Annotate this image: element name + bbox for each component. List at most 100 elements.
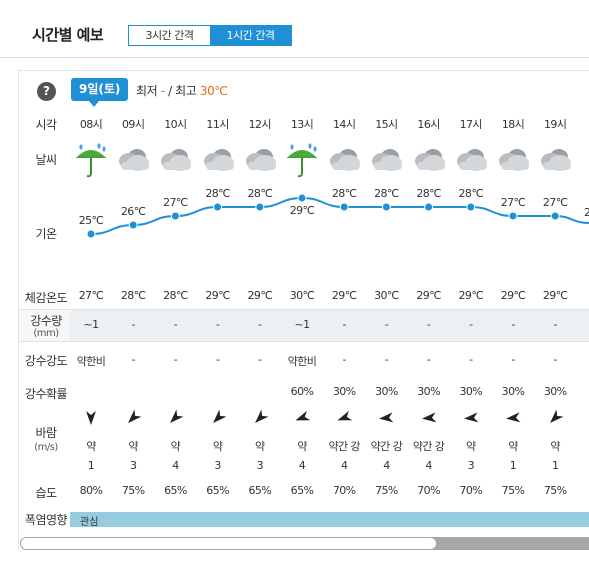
humidity-value: 80% xyxy=(79,484,103,497)
humidity-value: 75% xyxy=(501,484,525,497)
wind-direction-icon xyxy=(294,410,311,426)
precip-prob-value: 30% xyxy=(459,385,483,398)
hour-time: 12시 xyxy=(248,118,272,131)
precip-amount-value: - xyxy=(258,318,262,331)
hour-time: 2 xyxy=(576,116,589,129)
date-badge: 9일(토) xyxy=(71,78,129,107)
cloudy-icon xyxy=(366,140,406,180)
cloudy-icon xyxy=(113,140,153,180)
precip-intensity-value: - xyxy=(215,353,220,366)
row-label-temp: 기온 xyxy=(35,227,57,241)
interval-tab-group: 3시간 간격 1시간 간격 xyxy=(128,25,292,46)
row-label-precip-amount: 강수량 xyxy=(30,314,62,328)
feels-like-value: 29℃ xyxy=(458,289,484,302)
temperature-label: 27℃ xyxy=(542,196,568,209)
precip-prob-value: 60% xyxy=(290,385,314,398)
question-icon[interactable]: ? xyxy=(37,82,56,101)
tab-3-hour[interactable]: 3시간 간격 xyxy=(129,26,210,45)
wind-direction-icon xyxy=(167,409,184,426)
hour-time: 15시 xyxy=(375,118,398,131)
wind-strength-text: 약 xyxy=(255,440,265,453)
feels-like-value: 29℃ xyxy=(500,289,526,302)
hour-time: 14시 xyxy=(333,118,356,131)
temperature-label: 28℃ xyxy=(205,187,230,200)
humidity-value: 65% xyxy=(290,484,314,497)
row-label-heat: 폭염영향 xyxy=(24,513,68,527)
wind-direction-icon xyxy=(378,410,394,426)
cloudy-icon xyxy=(155,140,195,180)
forecast-grid xyxy=(18,70,589,550)
feels-like-value: 29℃ xyxy=(416,289,441,302)
precip-prob-value: 30% xyxy=(501,385,525,398)
precip-amount-value: - xyxy=(384,318,389,331)
precip-amount-value: - xyxy=(511,318,515,331)
temperature-label: 28℃ xyxy=(416,187,441,200)
row-label-precip-prob: 강수확률 xyxy=(24,387,68,401)
wind-strength-text: 약 xyxy=(212,440,223,453)
wind-direction-icon xyxy=(125,409,142,426)
precip-prob-value: 30% xyxy=(375,385,398,398)
wind-strength-text: 약 xyxy=(466,440,476,453)
wind-speed-value: 1 xyxy=(551,459,559,472)
wind-direction-icon xyxy=(210,409,227,426)
row-label-wind-unit: (m/s) xyxy=(34,442,58,453)
cloudy-icon xyxy=(535,140,575,180)
humidity-value: 70% xyxy=(417,484,440,497)
cloudy-icon xyxy=(409,140,449,180)
temperature-label: 28℃ xyxy=(331,187,357,200)
precip-band xyxy=(70,309,589,342)
wind-speed-value: 4 xyxy=(172,459,179,472)
precip-label-bg xyxy=(19,309,70,342)
wind-direction-icon xyxy=(463,410,479,426)
wind-speed-value: 4 xyxy=(383,459,390,472)
hour-time: 13시 xyxy=(290,118,314,131)
row-label-wind: 바람 xyxy=(35,426,57,440)
temperature-label: 2 xyxy=(584,206,589,219)
precip-intensity-value: - xyxy=(342,353,347,366)
wind-strength-text: 약 xyxy=(550,440,560,453)
precip-amount-value: - xyxy=(173,318,178,331)
max-label: 최고 xyxy=(175,84,197,98)
humidity-value: 75% xyxy=(121,484,145,497)
temperature-label: 26℃ xyxy=(120,205,146,218)
temperature-label: 29℃ xyxy=(289,204,315,217)
precip-amount-value: ~1 xyxy=(83,318,99,331)
precip-intensity-value: - xyxy=(173,353,178,366)
precip-intensity-value: 약한비 xyxy=(287,355,317,368)
hour-time: 10시 xyxy=(164,118,187,131)
precip-amount-value: - xyxy=(342,318,347,331)
wind-speed-value: 4 xyxy=(340,459,348,472)
humidity-value: 65% xyxy=(248,484,272,497)
tab-1-hour[interactable]: 1시간 간격 xyxy=(210,26,291,45)
wind-strength-text: 약 xyxy=(86,440,96,453)
umbrella-rain-icon xyxy=(282,140,322,180)
precip-intensity-value: 약한비 xyxy=(76,355,106,368)
feels-like-value: 30℃ xyxy=(374,289,399,302)
precip-prob-value: 30% xyxy=(543,385,567,398)
feels-like-value: 28℃ xyxy=(120,289,146,302)
humidity-value: 70% xyxy=(332,484,356,497)
cloudy-icon xyxy=(324,140,364,180)
precip-intensity-value: - xyxy=(384,353,389,366)
wind-speed-value: 3 xyxy=(467,459,475,472)
feels-like-value: 29℃ xyxy=(331,289,357,302)
temperature-label: 25℃ xyxy=(78,214,104,227)
min-max-temp: 최저 - / 최고 30℃ xyxy=(136,82,228,99)
precip-intensity-value: - xyxy=(511,353,515,366)
humidity-value: 65% xyxy=(164,484,187,497)
humidity-value: 75% xyxy=(375,484,398,497)
cloudy-icon xyxy=(493,140,533,180)
forecast-header: 시간별 예보 3시간 간격 1시간 간격 xyxy=(0,0,589,58)
cloudy-icon xyxy=(198,140,238,180)
temperature-label: 28℃ xyxy=(458,187,484,200)
precip-amount-value: - xyxy=(553,318,558,331)
wind-speed-value: 1 xyxy=(509,459,517,472)
row-label-precip-unit: (mm) xyxy=(33,328,59,339)
scrollbar-thumb[interactable] xyxy=(20,537,437,550)
feels-like-value: 29℃ xyxy=(247,289,273,302)
temperature-label: 27℃ xyxy=(500,196,526,209)
heat-impact-bar xyxy=(70,512,589,527)
wind-direction-icon xyxy=(505,410,521,426)
wind-direction-icon xyxy=(547,409,564,426)
precip-amount-value: ~1 xyxy=(294,318,310,331)
